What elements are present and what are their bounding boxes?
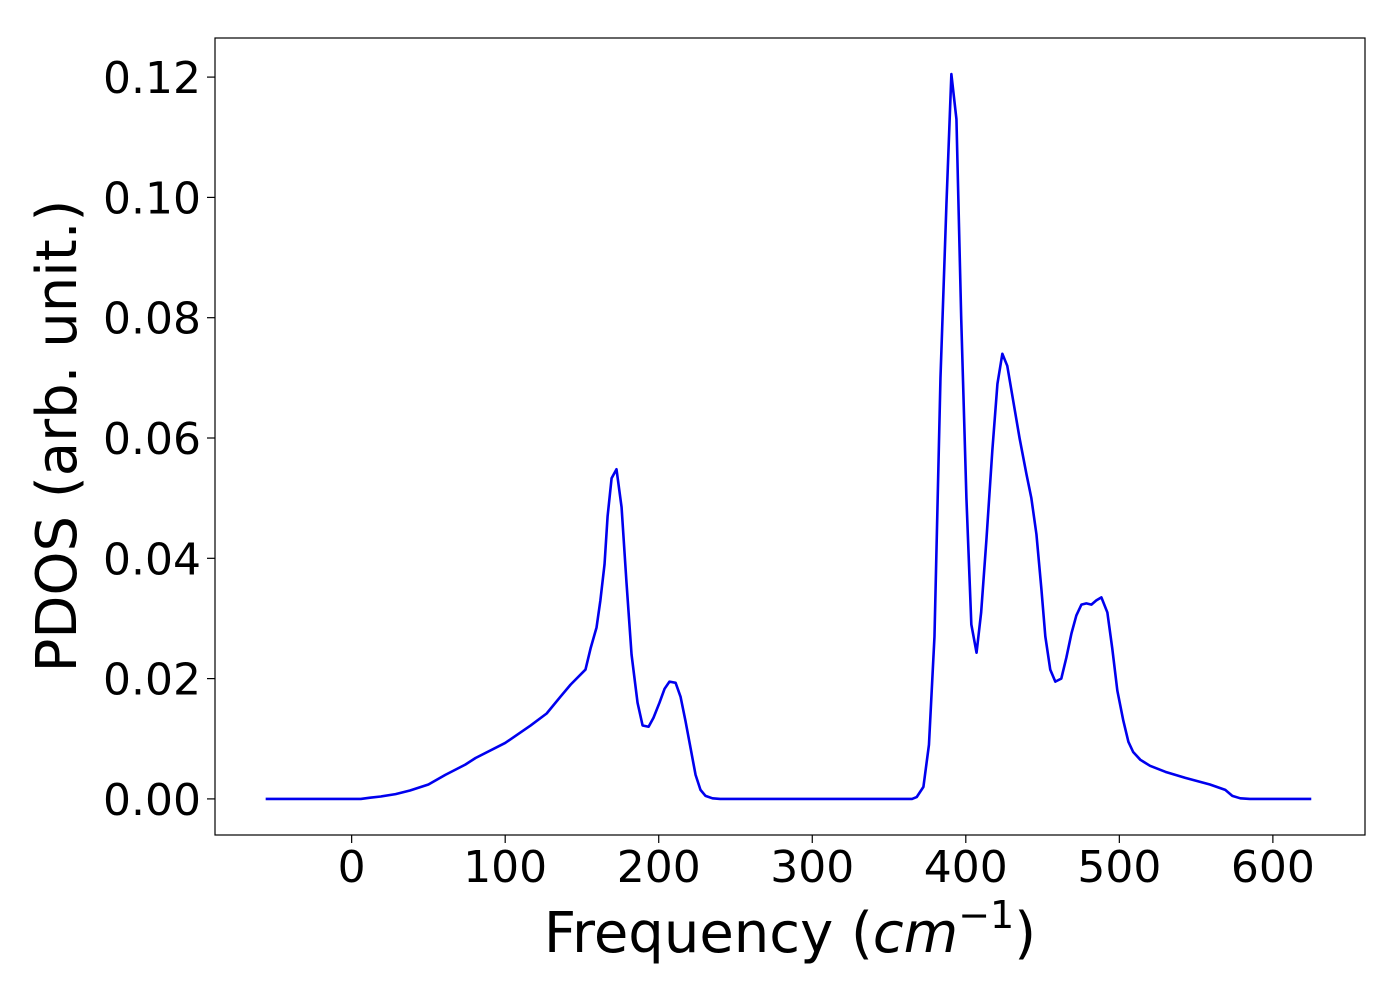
x-tick-label: 300: [770, 842, 854, 893]
x-label-part: −1: [958, 893, 1014, 937]
x-label-part: Frequency (: [544, 901, 873, 966]
x-tick-label: 500: [1077, 842, 1161, 893]
x-tick-label: 400: [924, 842, 1008, 893]
y-tick-label: 0.12: [103, 53, 201, 104]
y-tick-label: 0.08: [103, 294, 201, 345]
y-tick-label: 0.00: [103, 775, 201, 826]
y-tick-label: 0.06: [103, 414, 201, 465]
y-tick-label: 0.10: [103, 173, 201, 224]
x-tick-label: 600: [1231, 842, 1315, 893]
x-label-part: ): [1014, 901, 1036, 966]
x-tick-label: 100: [463, 842, 547, 893]
x-label-part: cm: [873, 901, 958, 966]
x-axis-label: Frequency (cm−1): [544, 893, 1036, 966]
x-tick-label: 200: [617, 842, 701, 893]
data-line: [265, 72, 1312, 801]
x-tick-label: 0: [338, 842, 366, 893]
y-tick-label: 0.02: [103, 655, 201, 706]
y-tick-label: 0.04: [103, 534, 201, 585]
y-axis-label: PDOS (arb. unit.): [25, 200, 90, 673]
plot-frame: [214, 37, 1366, 836]
